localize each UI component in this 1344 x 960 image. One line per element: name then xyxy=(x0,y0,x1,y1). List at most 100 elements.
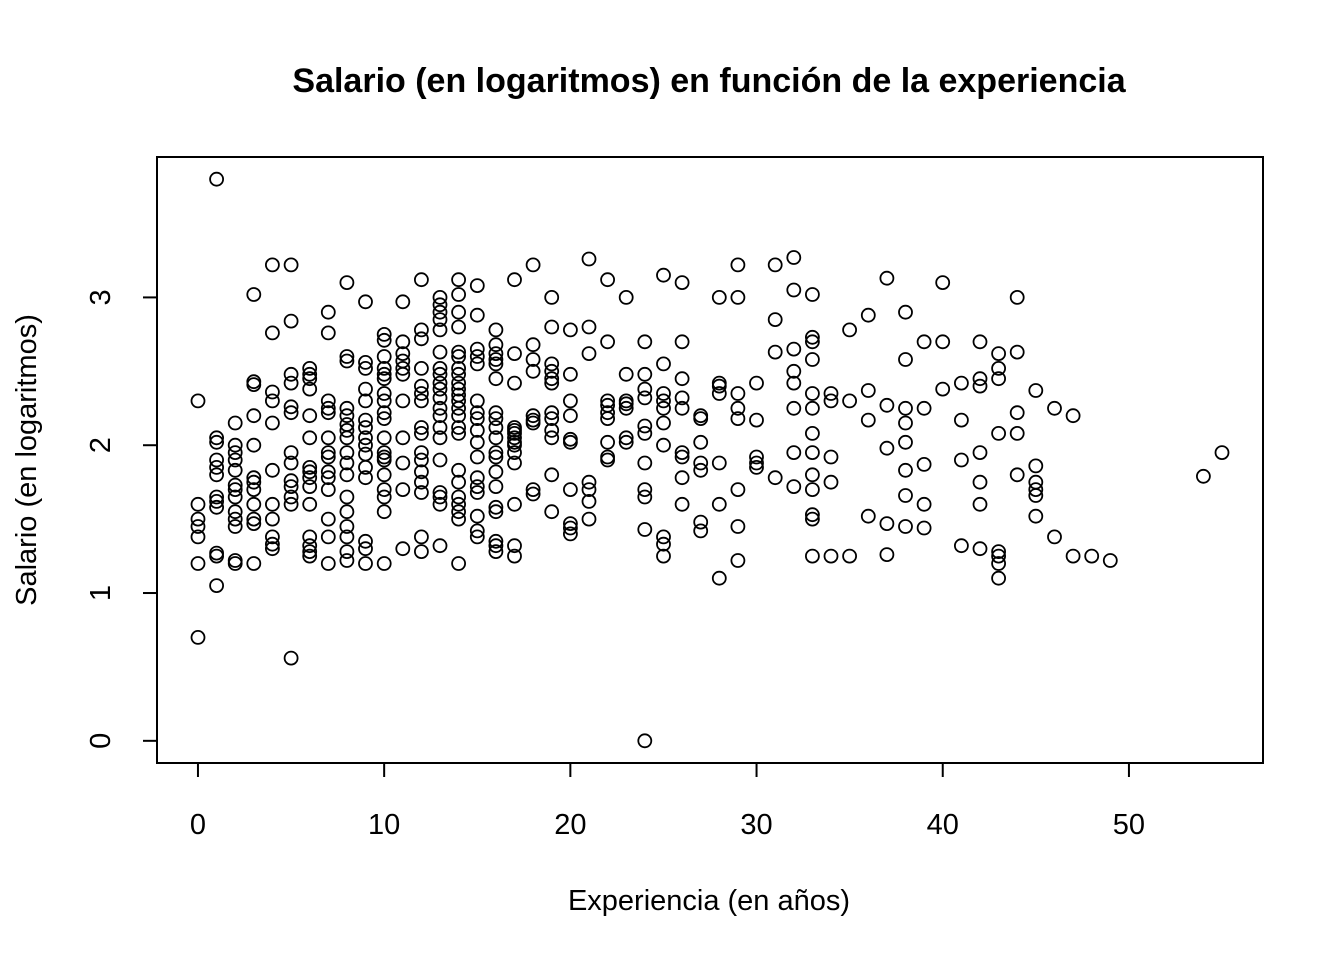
data-point xyxy=(339,544,355,559)
data-point xyxy=(600,449,615,465)
data-point xyxy=(432,489,448,505)
data-point xyxy=(488,346,504,362)
data-point xyxy=(320,400,336,416)
data-point xyxy=(339,455,355,471)
data-point xyxy=(674,449,690,465)
data-point xyxy=(656,548,671,564)
data-point xyxy=(656,400,671,416)
data-point xyxy=(376,371,392,387)
data-point xyxy=(1102,553,1118,568)
data-point xyxy=(507,346,522,362)
data-point xyxy=(413,464,429,480)
data-point xyxy=(320,529,336,545)
data-point xyxy=(246,556,262,571)
data-point xyxy=(488,504,504,520)
data-point xyxy=(227,437,243,453)
data-point xyxy=(656,529,671,545)
data-point xyxy=(469,434,485,450)
data-point xyxy=(451,489,467,505)
data-point xyxy=(637,733,653,749)
data-point xyxy=(302,464,318,480)
x-tick-label: 10 xyxy=(368,809,400,841)
data-point xyxy=(916,400,932,416)
data-point xyxy=(432,420,448,435)
x-tick-label: 30 xyxy=(740,809,772,841)
data-point xyxy=(227,477,243,493)
data-point xyxy=(488,464,504,480)
data-point xyxy=(246,408,262,424)
data-point xyxy=(879,270,895,286)
data-point xyxy=(544,375,560,391)
data-point xyxy=(469,422,485,438)
data-point xyxy=(320,511,336,527)
data-point xyxy=(1009,289,1025,305)
data-point xyxy=(544,504,560,520)
data-point xyxy=(916,456,932,472)
data-point xyxy=(842,393,857,409)
data-point xyxy=(395,360,411,376)
data-point xyxy=(320,556,336,571)
data-point xyxy=(190,393,206,409)
data-point xyxy=(469,307,485,323)
data-point xyxy=(469,479,485,495)
data-point xyxy=(451,408,467,424)
data-point xyxy=(767,344,783,360)
data-point xyxy=(1065,548,1081,564)
data-point xyxy=(320,449,336,465)
data-point xyxy=(227,415,243,431)
x-axis: 0 10 20 30 40 50 xyxy=(190,762,1145,841)
data-point xyxy=(209,489,225,505)
data-point xyxy=(954,375,969,391)
data-point xyxy=(879,516,895,531)
data-point xyxy=(283,366,299,382)
data-point xyxy=(376,366,392,382)
data-point xyxy=(246,377,262,393)
data-point xyxy=(451,496,467,512)
data-point xyxy=(320,470,336,486)
data-point xyxy=(507,496,522,512)
data-point xyxy=(1009,425,1025,441)
y-tick-label: 1 xyxy=(85,585,117,601)
data-point xyxy=(209,548,225,564)
data-point xyxy=(991,570,1006,586)
data-point xyxy=(302,408,318,424)
data-point xyxy=(656,437,671,453)
data-point xyxy=(358,381,373,397)
data-point xyxy=(525,415,541,431)
data-point xyxy=(618,430,634,446)
data-point xyxy=(227,553,243,568)
data-point xyxy=(935,381,951,397)
data-point xyxy=(246,287,262,302)
data-point xyxy=(283,399,299,415)
data-point xyxy=(227,489,243,505)
data-point xyxy=(991,544,1006,559)
data-point xyxy=(264,541,280,557)
data-point xyxy=(469,449,485,465)
data-point xyxy=(451,381,467,397)
data-point xyxy=(376,482,392,498)
data-point xyxy=(376,556,392,571)
data-point xyxy=(283,489,299,505)
data-point xyxy=(972,334,988,350)
data-point xyxy=(264,257,280,273)
data-point xyxy=(413,529,429,545)
data-point xyxy=(413,425,429,441)
data-point xyxy=(581,482,597,498)
data-point xyxy=(600,452,615,468)
data-point xyxy=(413,420,429,435)
data-point xyxy=(563,516,578,531)
data-point xyxy=(358,420,373,435)
data-point xyxy=(805,425,820,441)
data-point xyxy=(358,294,373,310)
data-point xyxy=(618,434,634,450)
data-point xyxy=(451,420,467,435)
data-point xyxy=(283,479,299,495)
data-point xyxy=(209,452,225,468)
data-point xyxy=(469,393,485,409)
data-point xyxy=(749,459,764,475)
data-point xyxy=(227,452,243,468)
data-point xyxy=(879,547,895,562)
chart-title: Salario (en logaritmos) en función de la… xyxy=(292,62,1126,100)
data-point xyxy=(451,474,467,490)
data-point xyxy=(618,366,634,382)
